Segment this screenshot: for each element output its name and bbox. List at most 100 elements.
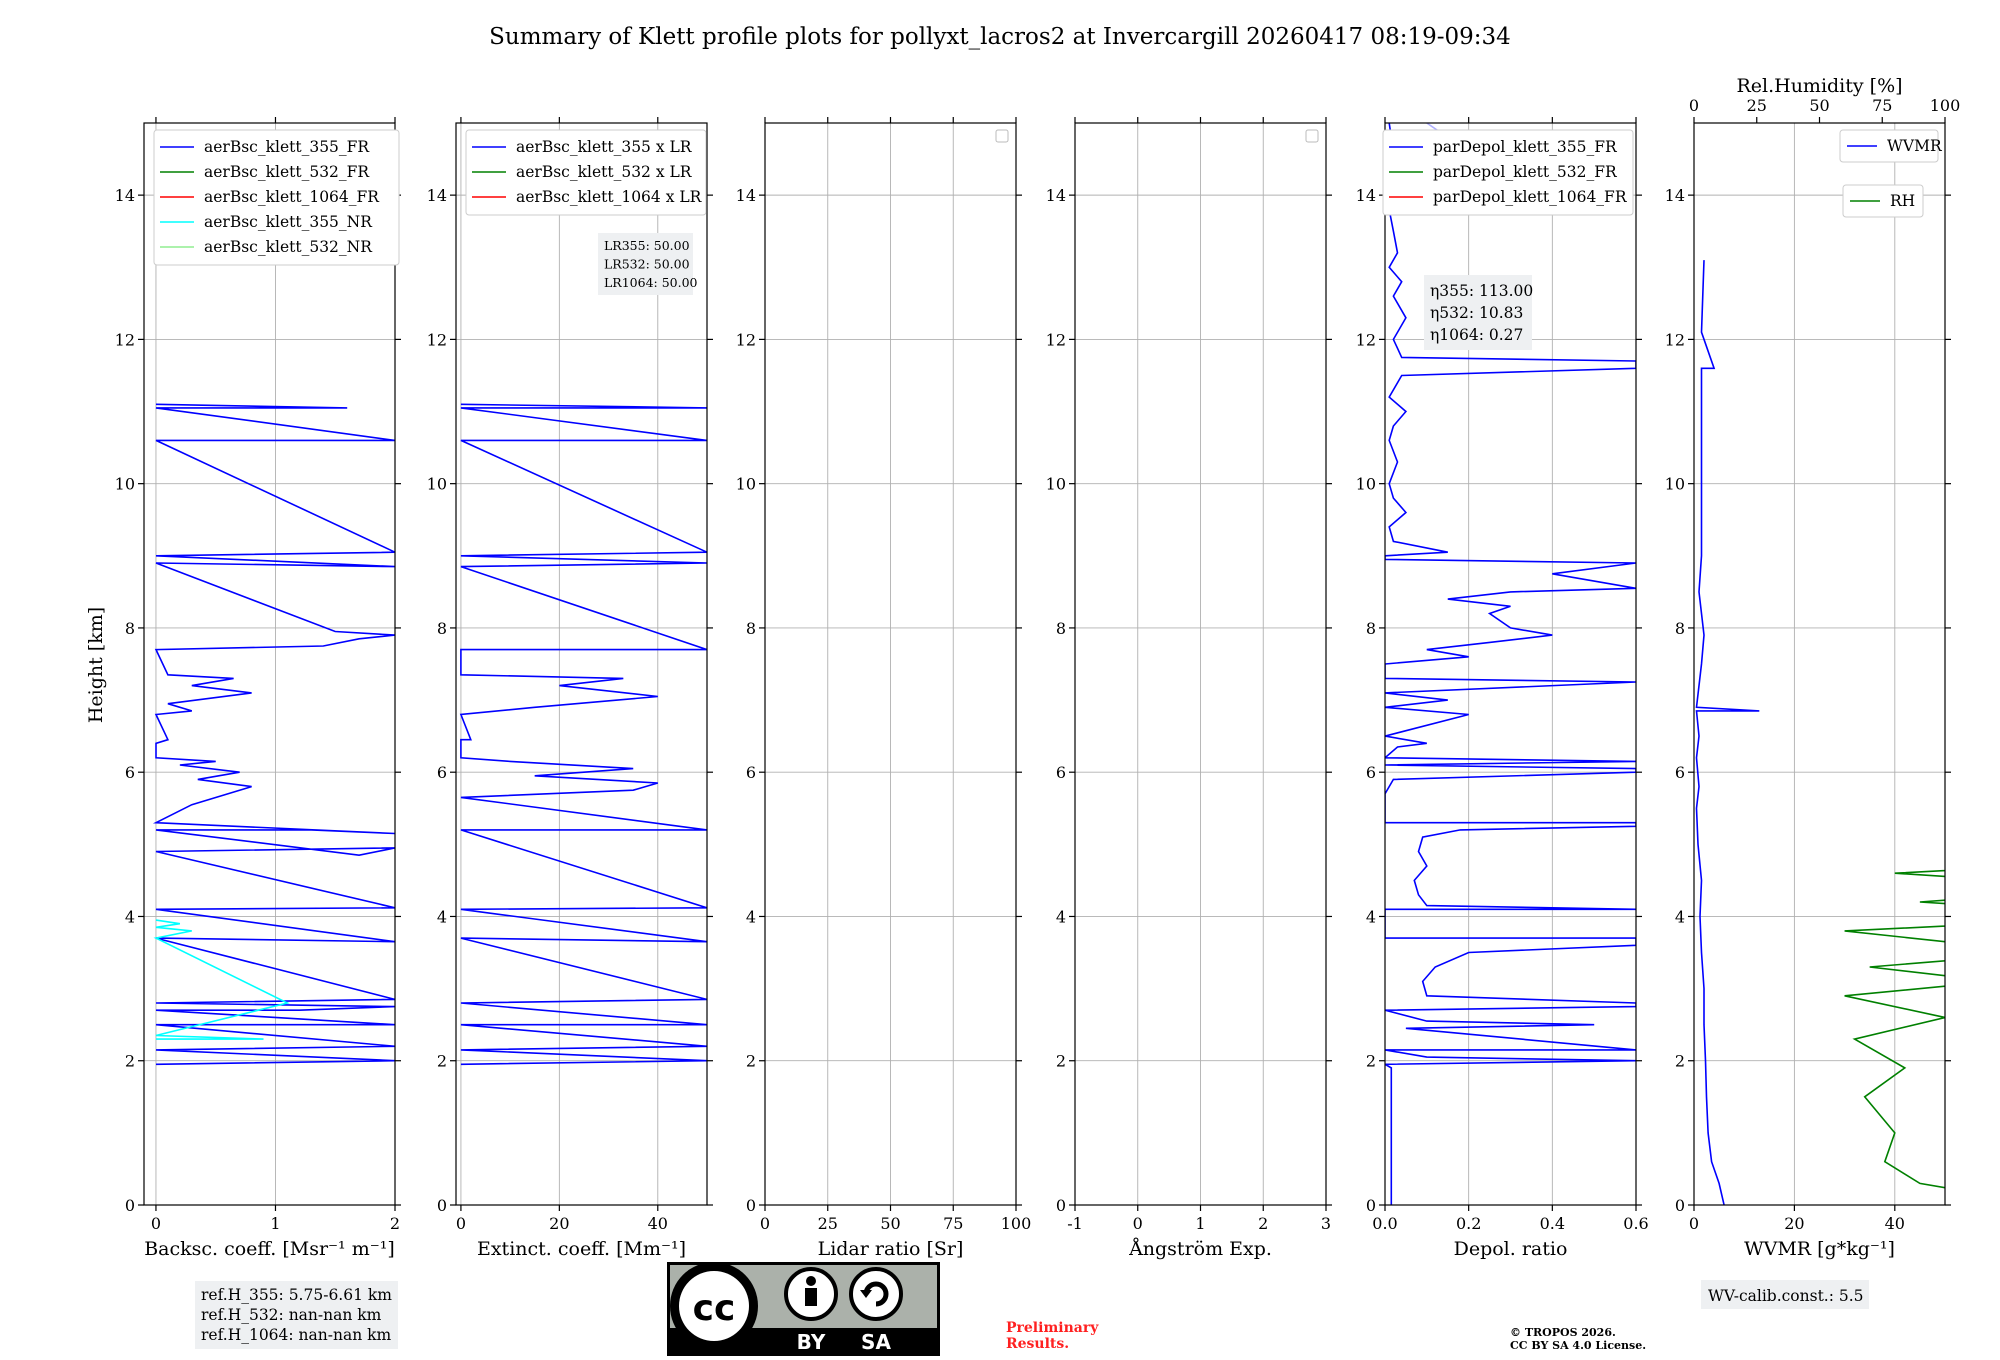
plot-frame [1384, 122, 1637, 1206]
series-RH [1844, 843, 1945, 1189]
lidar-ratio-bg [598, 233, 693, 295]
y-tick-label: 2 [746, 1052, 756, 1071]
x-tick-label: 75 [943, 1214, 963, 1233]
y-tick-label: 8 [746, 619, 756, 638]
legend-label: aerBsc_klett_1064 x LR [516, 188, 703, 206]
y-tick-label: 4 [1366, 907, 1376, 926]
y-axis-label: Height [km] [85, 607, 107, 723]
x-tick-label: 100 [1001, 1214, 1032, 1233]
y-tick-label: 4 [1675, 907, 1685, 926]
y-tick-label: 6 [125, 763, 135, 782]
y-tick-label: 12 [1356, 330, 1376, 349]
x-tick-label: 20 [1784, 1214, 1804, 1233]
x-tick-label: 50 [880, 1214, 900, 1233]
plot-frame [455, 122, 708, 1206]
y-tick-label: 8 [1366, 619, 1376, 638]
x-tick-label: 1 [270, 1214, 280, 1233]
sa-share-icon [849, 1267, 903, 1321]
legend-label: aerBsc_klett_355 x LR [516, 138, 693, 156]
x-tick-label: 20 [549, 1214, 569, 1233]
preliminary-line-1: Preliminary [1006, 1320, 1099, 1336]
top-tick-label: 0 [1689, 96, 1699, 115]
panel-depol: 0.0 0.2 0.4 0.6 0 2 4 6 8 10 12 14 Depol. ratio parDe… [1356, 117, 1649, 1260]
cc-icon [679, 1271, 749, 1341]
y-tick-label: 0 [1675, 1196, 1685, 1215]
legend-wv-RH: RH [1842, 184, 1924, 218]
eta-entry: η532: 10.83 [1430, 304, 1523, 322]
top-tick-label: 25 [1747, 96, 1767, 115]
legend-bsc: aerBsc_klett_355_FR aerBsc_klett_532_FRae… [153, 129, 400, 266]
x-tick-label: 2 [390, 1214, 400, 1233]
panel-wv: 0 20 40 0 2 4 6 8 10 12 14 WVMR [g*kg⁻¹] 0 25 50 75 100 R… [1665, 75, 1961, 1309]
legend-label: parDepol_klett_1064_FR [1433, 188, 1628, 206]
x-tick-label: 0 [1689, 1214, 1699, 1233]
y-tick-label: 0 [1366, 1196, 1376, 1215]
plot-frame [143, 122, 396, 1206]
x-axis-label: Backsc. coeff. [Msr⁻¹ m⁻¹] [144, 1238, 395, 1260]
y-tick-label: 6 [1366, 763, 1376, 782]
y-tick-label: 0 [746, 1196, 756, 1215]
y-tick-label: 10 [427, 475, 447, 494]
y-tick-label: 10 [1046, 475, 1066, 494]
x-tick-label: 2 [1258, 1214, 1268, 1233]
y-tick-label: 14 [115, 186, 135, 205]
eta-entry: η1064: 0.27 [1430, 326, 1523, 344]
eta-box: η355: 113.00 η532: 10.83 η1064: 0.27 [1424, 275, 1533, 350]
series-parDepol_klett_355_FR [1385, 123, 1636, 1205]
lidar-ratio-entry: LR1064: 50.00 [604, 275, 698, 290]
x-tick-label: 1 [1195, 1214, 1205, 1233]
legend-label: WVMR [1887, 137, 1943, 155]
panel-ext: 0 20 40 0 2 4 6 8 10 12 14 Extinct. coeff. [Mm⁻¹] ae… [427, 117, 713, 1260]
y-tick-label: 14 [1046, 186, 1066, 205]
legend-box [1382, 129, 1634, 216]
x-tick-label: 0.6 [1623, 1214, 1648, 1233]
eta-bg [1424, 275, 1532, 350]
eta-entry: η355: 113.00 [1430, 282, 1533, 300]
x-tick-label: 25 [818, 1214, 838, 1233]
legend-box [1842, 184, 1924, 218]
y-tick-label: 4 [1056, 907, 1066, 926]
top-tick-label: 100 [1930, 96, 1961, 115]
y-tick-label: 14 [427, 186, 447, 205]
cc-logo-text: cc [693, 1288, 736, 1329]
ref-heights-box: ref.H_355: 5.75-6.61 km ref.H_532: nan-n… [195, 1281, 398, 1349]
series-aerBsc_klett_355 x LR [459, 403, 707, 1066]
legend-label: aerBsc_klett_1064_FR [204, 188, 380, 206]
legend-label: aerBsc_klett_532 x LR [516, 163, 693, 181]
legend-label: aerBsc_klett_532_FR [204, 163, 370, 181]
legend-label: aerBsc_klett_355_NR [204, 213, 373, 231]
y-tick-label: 2 [1056, 1052, 1066, 1071]
top-tick-label: 50 [1809, 96, 1829, 115]
ref-h-355: ref.H_355: 5.75-6.61 km [201, 1286, 392, 1304]
legend-box [153, 129, 400, 266]
series-aerBsc_klett_355_NR [153, 919, 290, 1040]
sa-arrowhead [860, 1290, 872, 1298]
x-tick-label: 0.2 [1456, 1214, 1481, 1233]
copyright-line-2: CC BY SA 4.0 License. [1510, 1339, 1646, 1352]
lidar-ratio-entry: LR355: 50.00 [604, 238, 690, 253]
ref-h-532: ref.H_532: nan-nan km [201, 1306, 382, 1324]
legend-box [465, 129, 707, 216]
x-axis-label: Lidar ratio [Sr] [818, 1238, 964, 1260]
top-tick-label: 75 [1872, 96, 1892, 115]
y-tick-label: 2 [437, 1052, 447, 1071]
y-tick-label: 4 [437, 907, 447, 926]
y-tick-label: 2 [125, 1052, 135, 1071]
empty-legend-box [1305, 129, 1319, 143]
y-tick-label: 2 [1675, 1052, 1685, 1071]
x-tick-label: 40 [648, 1214, 668, 1233]
wv-calib-bg [1701, 1280, 1869, 1309]
series-WVMR [1695, 260, 1760, 1205]
y-tick-label: 10 [115, 475, 135, 494]
y-tick-label: 2 [1366, 1052, 1376, 1071]
legend-label: parDepol_klett_355_FR [1433, 138, 1618, 156]
x-tick-label: -1 [1067, 1214, 1083, 1233]
y-tick-label: 8 [1056, 619, 1066, 638]
top-axis-label: Rel.Humidity [%] [1736, 75, 1902, 97]
y-tick-label: 8 [1675, 619, 1685, 638]
x-axis-label: Depol. ratio [1454, 1238, 1568, 1260]
lidar-ratio-entry: LR532: 50.00 [604, 257, 690, 272]
x-axis-label: Ångström Exp. [1128, 1238, 1272, 1260]
